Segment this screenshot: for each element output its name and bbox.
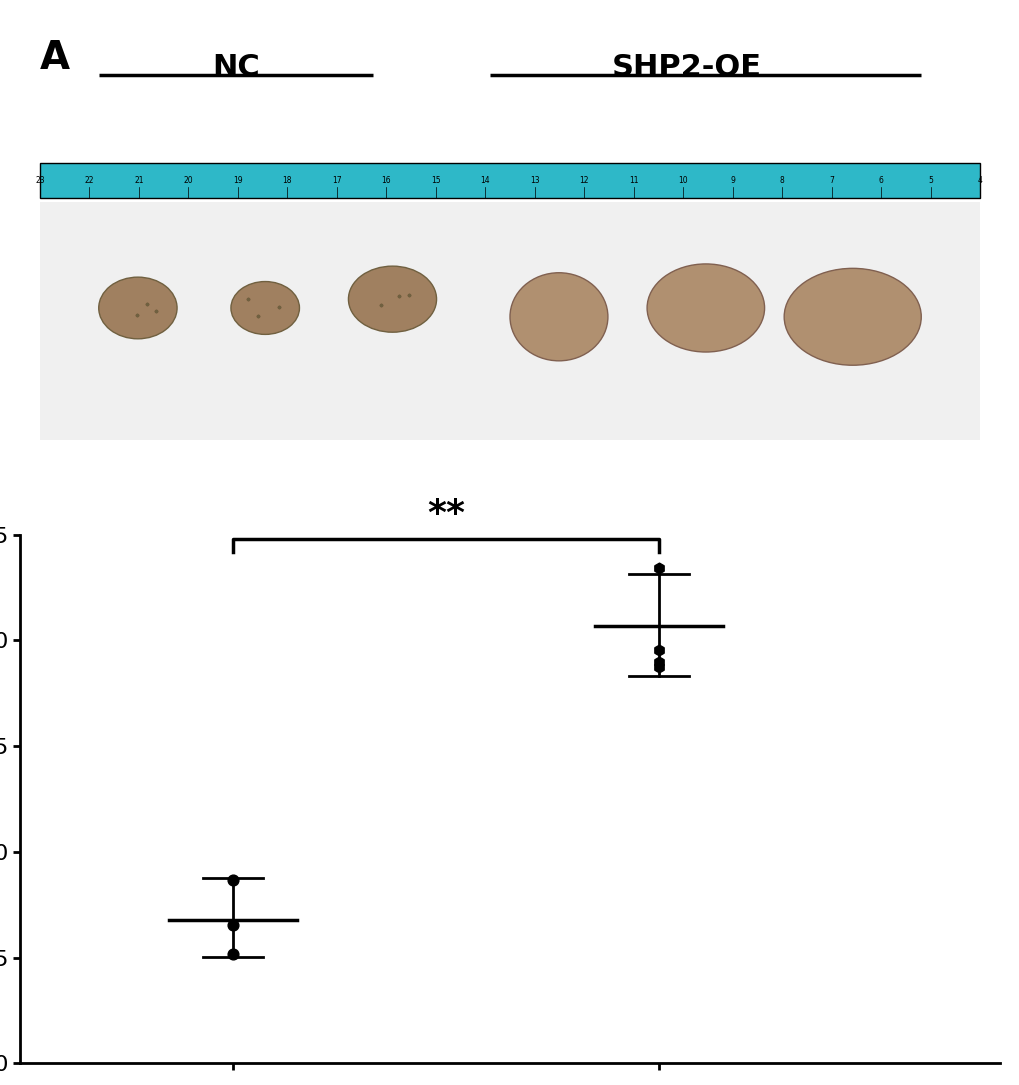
Text: 14: 14 (480, 176, 489, 184)
Point (225, 871, 242, 889)
Text: 16: 16 (381, 176, 390, 184)
Ellipse shape (99, 277, 177, 339)
Text: 20: 20 (183, 176, 193, 184)
Text: 8: 8 (779, 176, 784, 184)
Ellipse shape (230, 281, 300, 334)
Point (650, 559, 666, 576)
Text: NC: NC (212, 52, 260, 81)
Point (225, 946, 242, 963)
FancyBboxPatch shape (40, 202, 979, 441)
Text: 12: 12 (579, 176, 588, 184)
Point (650, 659, 666, 676)
Ellipse shape (646, 264, 764, 352)
Text: 21: 21 (135, 176, 144, 184)
Text: 5: 5 (927, 176, 932, 184)
FancyBboxPatch shape (40, 163, 979, 197)
Text: SHP2-OE: SHP2-OE (610, 52, 760, 81)
Text: 18: 18 (282, 176, 291, 184)
Text: 23: 23 (35, 176, 45, 184)
Text: A: A (40, 39, 70, 77)
Ellipse shape (510, 272, 607, 361)
Text: 11: 11 (629, 176, 638, 184)
Ellipse shape (784, 268, 920, 366)
Point (650, 653, 666, 671)
Text: **: ** (427, 497, 465, 531)
Text: 17: 17 (332, 176, 341, 184)
Point (650, 641, 666, 659)
Text: 6: 6 (877, 176, 882, 184)
Point (225, 916, 242, 933)
Text: 15: 15 (431, 176, 440, 184)
Text: 9: 9 (730, 176, 735, 184)
Text: 10: 10 (678, 176, 687, 184)
Text: 4: 4 (976, 176, 981, 184)
Ellipse shape (348, 266, 436, 332)
Text: 13: 13 (530, 176, 539, 184)
Text: 7: 7 (828, 176, 834, 184)
Text: 22: 22 (85, 176, 94, 184)
Text: 19: 19 (233, 176, 243, 184)
